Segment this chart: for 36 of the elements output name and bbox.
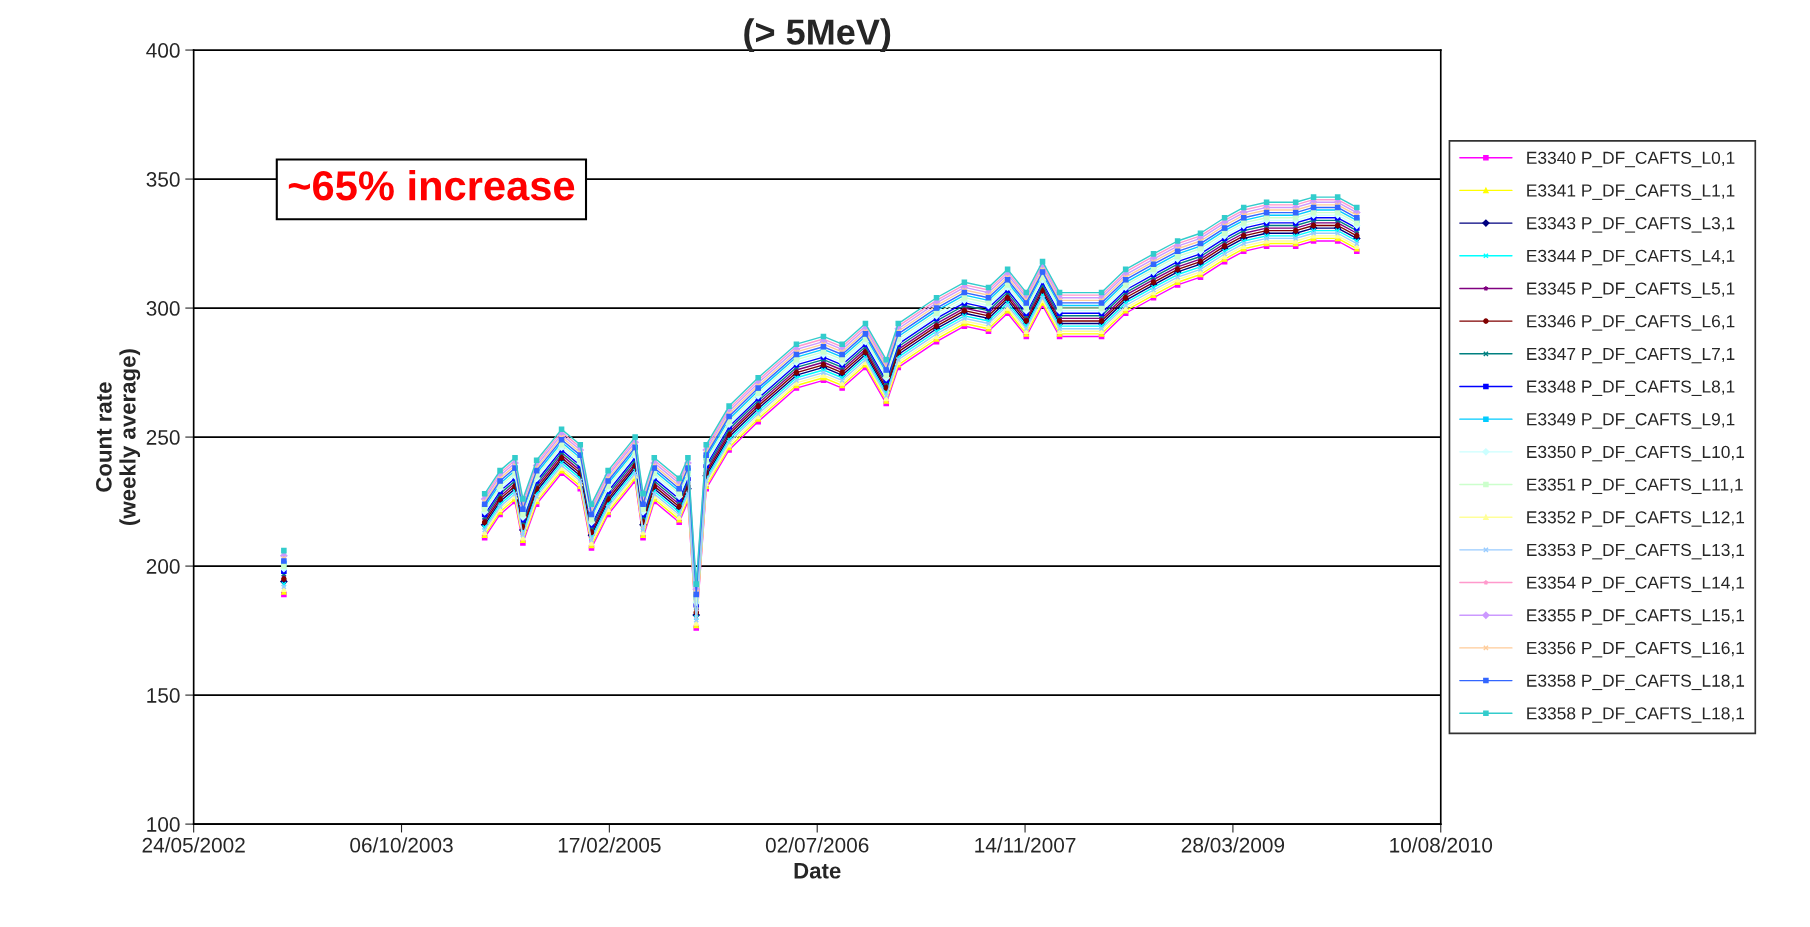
legend-label: E3358 P_DF_CAFTS_L18,1	[1527, 674, 1745, 691]
legend-label: E3346 P_DF_CAFTS_L6,1	[1527, 315, 1735, 331]
legend-label: E3349 P_DF_CAFTS_L9,1	[1527, 413, 1735, 429]
y-axis-title: Count rate (weekly average)	[96, 349, 141, 525]
legend-label: E3347 P_DF_CAFTS_L7,1	[1527, 347, 1735, 364]
legend-label: E3340 P_DF_CAFTS_L0,1	[1527, 151, 1735, 168]
legend-label: E3345 P_DF_CAFTS_L5,1	[1527, 282, 1735, 298]
y-tick-label: 250	[146, 430, 180, 445]
x-tick-label: 24/05/2002	[142, 837, 245, 853]
legend-label: E3351 P_DF_CAFTS_L11,1	[1527, 478, 1743, 495]
legend-label: E3341 P_DF_CAFTS_L1,1	[1527, 184, 1735, 200]
y-tick-label: 350	[146, 172, 180, 187]
legend-label: E3344 P_DF_CAFTS_L4,1	[1527, 249, 1735, 266]
legend-label: E3352 P_DF_CAFTS_L12,1	[1527, 511, 1745, 527]
x-tick-label: 10/08/2010	[1390, 837, 1493, 853]
y-tick-label: 150	[147, 688, 180, 703]
annotation: ~65% increase	[288, 169, 575, 201]
x-tick-label: 17/02/2005	[558, 837, 661, 853]
x-tick-label: 28/03/2009	[1181, 837, 1285, 853]
legend-label: E3348 P_DF_CAFTS_L8,1	[1527, 380, 1735, 397]
legend-label: E3355 P_DF_CAFTS_L15,1	[1527, 609, 1745, 625]
legend-label: E3356 P_DF_CAFTS_L16,1	[1527, 641, 1745, 658]
x-tick-label: 14/11/2007	[975, 837, 1076, 853]
legend-label: E3350 P_DF_CAFTS_L10,1	[1527, 445, 1745, 462]
x-tick-label: 02/07/2006	[765, 837, 869, 853]
y-tick-label: 100	[147, 817, 180, 832]
legend-label: E3354 P_DF_CAFTS_L14,1	[1527, 576, 1745, 593]
legend-label: E3358 P_DF_CAFTS_L18,1	[1527, 707, 1745, 723]
legend-label: E3353 P_DF_CAFTS_L13,1	[1527, 543, 1745, 560]
y-tick-label: 400	[146, 43, 180, 58]
y-tick-label: 200	[146, 559, 180, 574]
legend-label: E3343 P_DF_CAFTS_L3,1	[1527, 217, 1735, 233]
x-axis-title: Date	[794, 863, 841, 879]
y-tick-label: 300	[146, 301, 180, 316]
x-tick-label: 06/10/2003	[350, 837, 453, 853]
chart-title: (> 5MeV)	[744, 18, 891, 52]
